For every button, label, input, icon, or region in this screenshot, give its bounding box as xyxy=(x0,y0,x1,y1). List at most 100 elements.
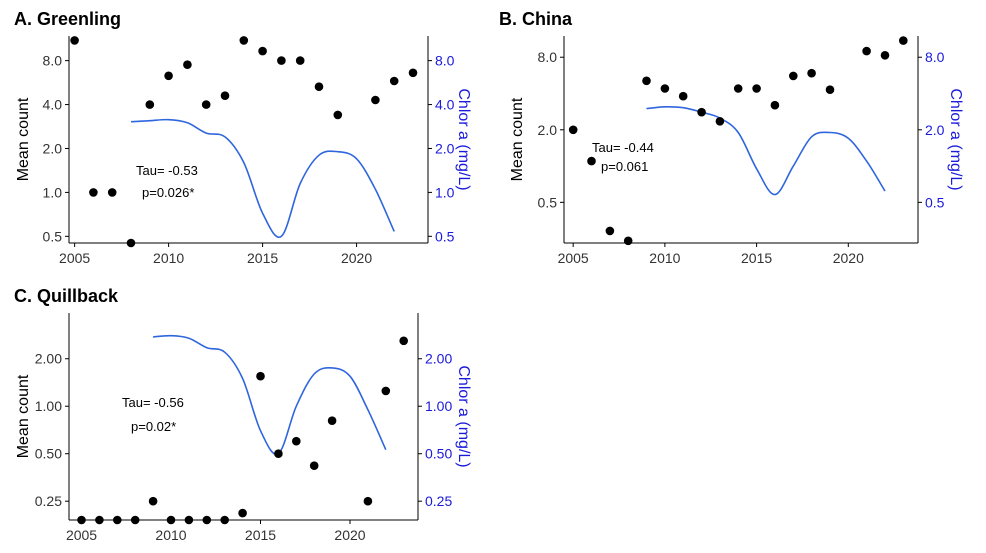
data-point xyxy=(148,496,158,506)
y2-axis-label: Chlor a (mg/L) xyxy=(455,365,472,467)
p-value-annotation: p=0.02* xyxy=(131,419,176,434)
x-tick-label: 2015 xyxy=(247,250,278,266)
y-tick-label: 2.0 xyxy=(538,122,558,138)
data-point xyxy=(862,46,871,56)
y-tick-label: 2.0 xyxy=(43,140,63,156)
data-point xyxy=(201,100,211,109)
data-point xyxy=(130,515,140,525)
y-tick-label: 0.5 xyxy=(43,228,63,244)
y2-tick-label: 0.50 xyxy=(425,446,452,462)
data-point xyxy=(95,515,104,525)
x-tick-label: 2005 xyxy=(66,527,97,543)
data-point xyxy=(715,117,725,126)
data-point xyxy=(789,71,798,81)
data-point xyxy=(295,56,305,65)
y2-tick-label: 2.0 xyxy=(925,122,945,138)
y-tick-label: 4.0 xyxy=(43,97,63,113)
y2-tick-label: 1.00 xyxy=(425,398,452,414)
y2-tick-label: 0.25 xyxy=(425,493,452,509)
y2-tick-label: 0.5 xyxy=(435,228,455,244)
data-point xyxy=(642,76,651,86)
data-point xyxy=(371,95,380,105)
data-point xyxy=(807,68,816,78)
data-point xyxy=(660,84,670,93)
y2-tick-label: 8.0 xyxy=(435,53,455,69)
data-point xyxy=(77,515,86,525)
panel-2: B. China 0.5 2.0 8.0 0.5 2.0 8.0 2005 2010 2015 20… xyxy=(499,9,964,266)
x-tick-label: 2010 xyxy=(649,250,680,266)
y-tick-label: 2.00 xyxy=(35,351,62,367)
y-axis-label: Mean count xyxy=(15,97,32,181)
y2-tick-label: 2.0 xyxy=(435,140,455,156)
data-point xyxy=(183,60,192,69)
data-point xyxy=(399,336,409,346)
data-point xyxy=(70,36,79,45)
y2-tick-label: 2.00 xyxy=(425,351,452,367)
y-tick-label: 0.25 xyxy=(35,493,62,509)
data-point xyxy=(623,236,633,246)
y-tick-label: 0.50 xyxy=(35,446,62,462)
data-point xyxy=(568,125,578,135)
panel-title: B. China xyxy=(499,9,573,29)
data-point xyxy=(89,188,98,197)
data-point xyxy=(107,188,117,197)
data-point xyxy=(238,508,247,518)
data-point xyxy=(126,238,136,248)
y-tick-label: 8.0 xyxy=(538,49,558,65)
y2-tick-label: 4.0 xyxy=(435,97,455,113)
y-tick-label: 1.00 xyxy=(35,398,62,414)
data-point xyxy=(752,84,761,93)
y2-tick-label: 0.5 xyxy=(925,194,945,210)
data-point xyxy=(333,110,343,120)
y2-axis-label: Chlor a (mg/L) xyxy=(455,88,472,190)
y-tick-label: 1.0 xyxy=(43,184,63,200)
chlor-a-line xyxy=(646,105,886,196)
x-tick-label: 2015 xyxy=(741,250,772,266)
panel-title: A. Greenling xyxy=(14,9,121,29)
tau-annotation: Tau= -0.56 xyxy=(122,395,184,410)
x-tick-label: 2005 xyxy=(59,250,90,266)
x-tick-label: 2005 xyxy=(558,250,589,266)
data-point xyxy=(381,386,391,396)
y-tick-label: 8.0 xyxy=(43,53,63,69)
tau-annotation: Tau= -0.53 xyxy=(136,163,198,178)
data-point xyxy=(899,36,908,45)
p-value-annotation: p=0.061 xyxy=(601,159,648,174)
data-point xyxy=(587,156,596,166)
x-tick-label: 2020 xyxy=(833,250,864,266)
data-point xyxy=(733,84,743,93)
x-tick-label: 2020 xyxy=(334,527,365,543)
data-point xyxy=(309,461,319,471)
data-point xyxy=(239,36,249,45)
data-point xyxy=(292,436,301,446)
data-point xyxy=(258,46,267,56)
panel-title: C. Quillback xyxy=(14,286,119,306)
p-value-annotation: p=0.026* xyxy=(142,185,194,200)
data-point xyxy=(277,56,286,65)
x-tick-label: 2015 xyxy=(245,527,276,543)
y-axis-label: Mean count xyxy=(509,97,526,181)
data-point xyxy=(256,371,265,381)
y2-tick-label: 8.0 xyxy=(925,49,945,65)
panel-1: A. Greenling 0.5 1.0 2.0 4.0 8.0 0.5 1.0 2.0 4.0 8… xyxy=(14,9,472,266)
data-point xyxy=(220,515,229,525)
y2-axis-label: Chlor a (mg/L) xyxy=(947,88,964,190)
x-tick-label: 2010 xyxy=(155,527,186,543)
y-axis-label: Mean count xyxy=(15,374,32,458)
data-point xyxy=(697,107,706,117)
data-point xyxy=(327,416,337,426)
data-point xyxy=(678,91,688,101)
data-point xyxy=(408,68,418,78)
data-point xyxy=(605,226,615,236)
x-tick-label: 2010 xyxy=(153,250,184,266)
data-point xyxy=(220,91,230,100)
data-point xyxy=(113,515,122,525)
y2-tick-label: 1.0 xyxy=(435,184,455,200)
data-point xyxy=(202,515,212,525)
data-point xyxy=(274,449,283,459)
data-point xyxy=(166,515,176,525)
data-point xyxy=(389,76,399,86)
x-tick-label: 2020 xyxy=(341,250,372,266)
panel-3: C. Quillback 0.25 0.50 1.00 2.00 0.25 0.50 1.00… xyxy=(14,286,472,543)
